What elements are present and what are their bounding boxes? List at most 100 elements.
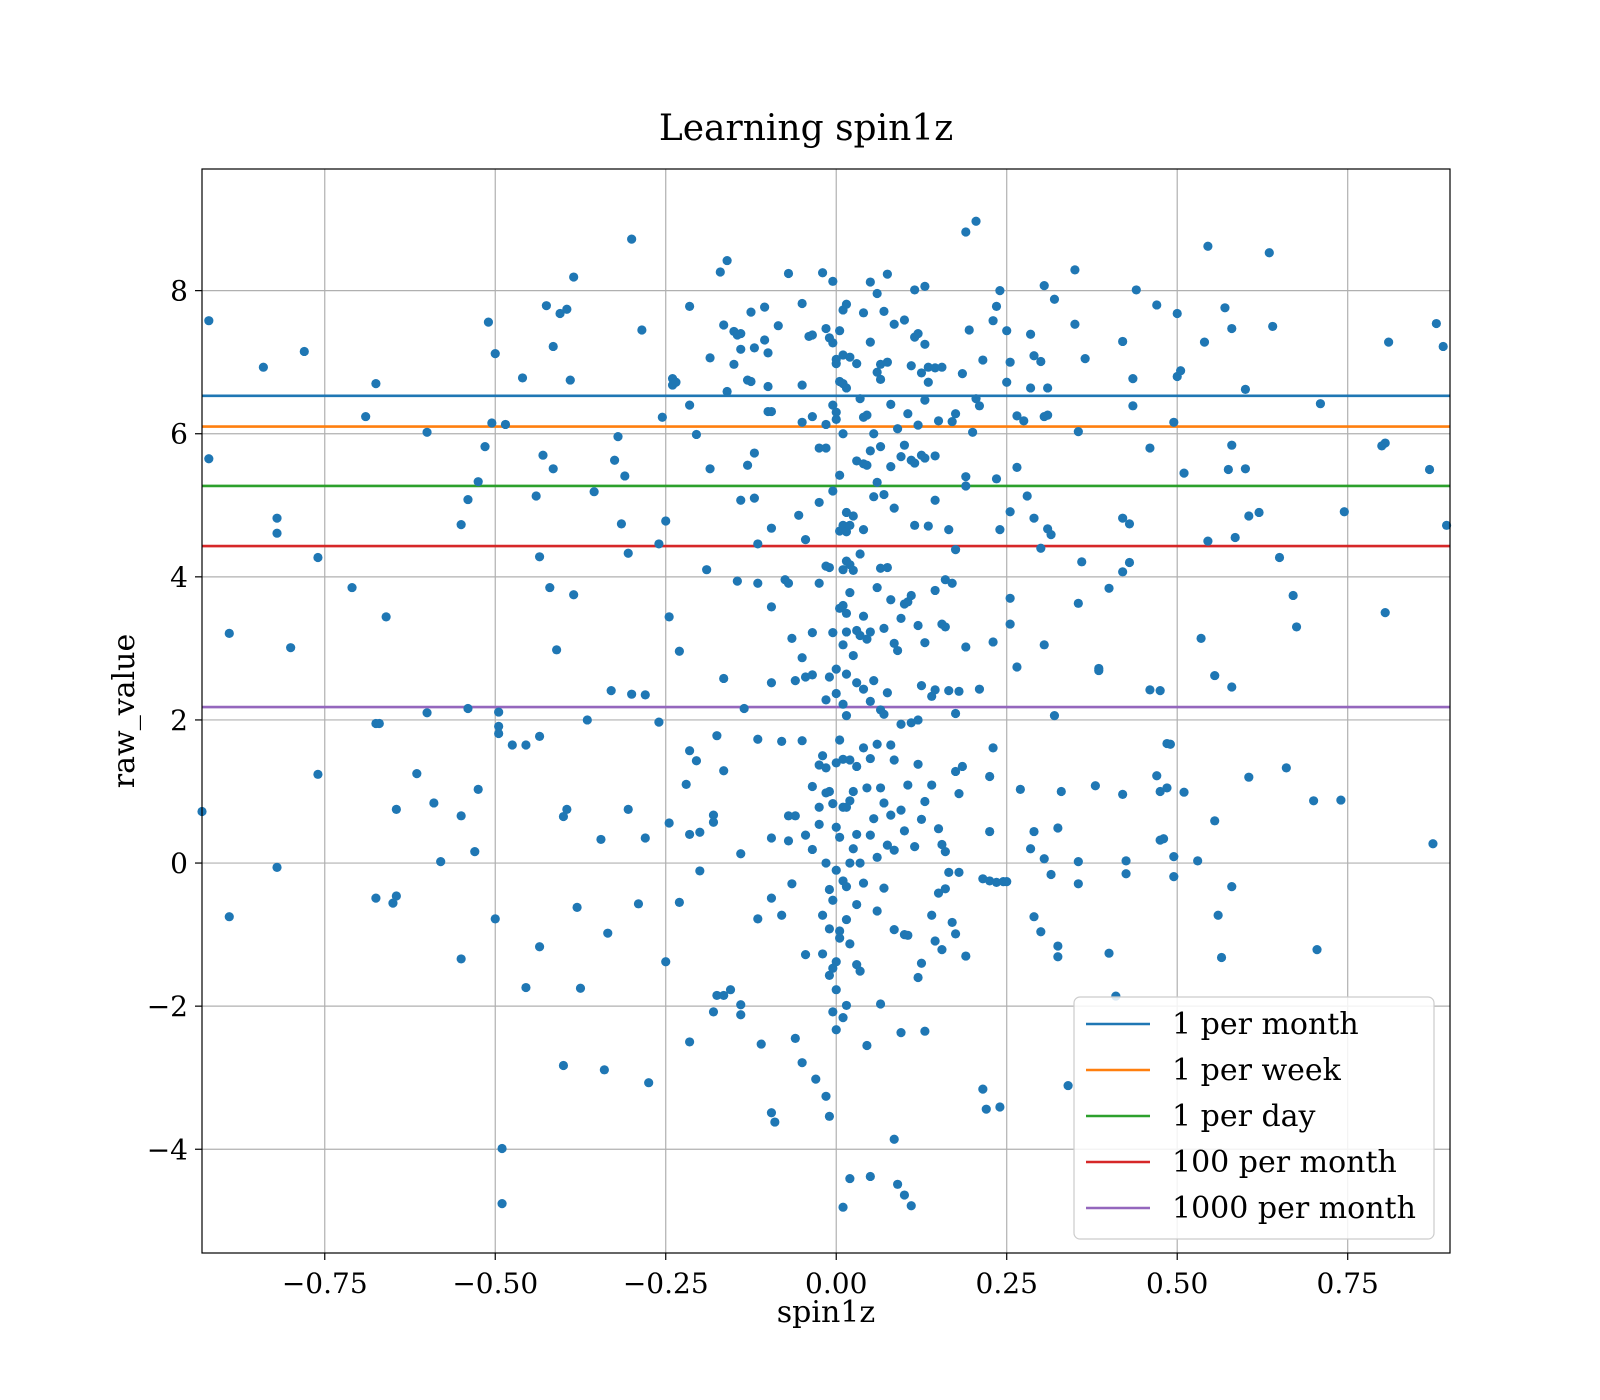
data-point [1012, 411, 1022, 421]
data-point [1124, 519, 1135, 529]
data-point [896, 452, 906, 462]
data-point [347, 582, 357, 593]
legend-label: 1 per week [1172, 1053, 1342, 1088]
data-point [1240, 384, 1251, 394]
data-point [1288, 590, 1298, 601]
data-point [1012, 662, 1022, 672]
data-point [1431, 318, 1441, 329]
data-point [1121, 869, 1131, 879]
data-point [749, 343, 759, 353]
data-point [882, 562, 892, 573]
data-point [497, 1199, 507, 1209]
data-point [1438, 341, 1448, 352]
data-point [589, 487, 599, 497]
data-point [719, 673, 729, 684]
data-point [985, 876, 995, 886]
data-point [1312, 945, 1322, 955]
data-point [1080, 354, 1090, 364]
data-point [204, 454, 214, 464]
data-point [838, 1202, 848, 1212]
data-point [957, 761, 967, 772]
data-point [1056, 786, 1066, 797]
data-point [971, 216, 981, 226]
data-point [961, 642, 971, 652]
data-point [824, 884, 835, 895]
data-point [1309, 796, 1319, 806]
data-point [736, 1000, 746, 1010]
data-point [565, 375, 575, 385]
data-point [719, 320, 729, 330]
data-point [1210, 816, 1220, 826]
data-point [828, 628, 838, 638]
data-point [1240, 464, 1251, 474]
data-point [507, 740, 517, 750]
data-point [1384, 337, 1394, 347]
data-point [1025, 329, 1036, 339]
data-point [985, 826, 995, 837]
data-point [872, 477, 882, 487]
data-point [920, 638, 930, 648]
data-point [1025, 383, 1036, 393]
data-point [272, 528, 282, 538]
data-point [1036, 543, 1046, 553]
data-point [1203, 536, 1213, 546]
data-point [661, 516, 671, 526]
data-point [794, 510, 804, 520]
data-point [1005, 619, 1015, 629]
data-point [480, 442, 490, 452]
data-point [1070, 319, 1080, 329]
data-point [1193, 856, 1203, 866]
data-point [896, 1028, 906, 1038]
data-point [916, 368, 927, 378]
data-point [708, 817, 719, 827]
data-point [763, 348, 773, 358]
data-point [746, 307, 756, 317]
legend-label: 1 per day [1172, 1099, 1316, 1134]
data-point [807, 670, 817, 680]
data-point [889, 638, 899, 648]
data-point [1203, 241, 1213, 251]
data-point [705, 353, 715, 363]
data-point [869, 814, 879, 824]
data-point [1121, 856, 1131, 866]
data-point [1196, 633, 1206, 643]
data-point [770, 1117, 780, 1127]
data-point [978, 1084, 988, 1094]
data-point [991, 474, 1002, 484]
data-point [913, 759, 923, 769]
data-point [534, 552, 545, 562]
data-point [1043, 410, 1053, 420]
data-point [814, 497, 824, 508]
data-point [388, 898, 398, 908]
data-point [1039, 640, 1049, 650]
data-point [831, 407, 841, 417]
y-tick-label: 6 [170, 418, 188, 451]
data-point [582, 715, 592, 725]
data-point [950, 545, 961, 555]
data-point [654, 539, 664, 549]
data-point [521, 740, 531, 750]
data-point [896, 719, 906, 729]
data-point [685, 400, 695, 410]
data-point [811, 1074, 821, 1084]
data-point [429, 798, 439, 808]
data-point [821, 443, 831, 453]
data-point [753, 734, 763, 744]
data-point [1227, 882, 1237, 892]
data-point [766, 406, 777, 417]
data-point [640, 690, 650, 700]
data-point [852, 899, 862, 910]
data-point [500, 419, 511, 430]
data-point [940, 884, 950, 894]
data-point [858, 878, 869, 888]
data-point [671, 377, 681, 387]
data-point [712, 731, 722, 741]
data-point [1053, 823, 1063, 833]
data-point [920, 1026, 930, 1036]
data-point [954, 789, 964, 799]
data-point [831, 664, 841, 674]
data-point [838, 565, 848, 575]
data-point [831, 1025, 841, 1035]
data-point [1118, 336, 1128, 347]
data-point [814, 578, 824, 588]
